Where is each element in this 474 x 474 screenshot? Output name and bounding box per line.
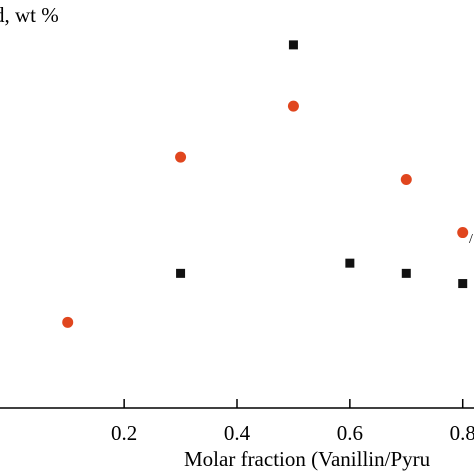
circle-point xyxy=(175,151,187,163)
circle-point xyxy=(457,227,469,239)
square-point xyxy=(458,279,468,289)
x-tick-label: 0.2 xyxy=(111,421,137,445)
x-tick-label: 0.6 xyxy=(337,421,363,445)
x-tick-label: 0.4 xyxy=(224,421,251,445)
x-ticks xyxy=(123,399,464,408)
square-point xyxy=(176,268,186,278)
x-tick-label: 0.8 xyxy=(450,421,474,445)
data-points xyxy=(62,40,469,328)
circle-point xyxy=(62,316,74,328)
edge-glyph: / xyxy=(469,232,473,247)
circle-point xyxy=(287,100,299,112)
square-point xyxy=(288,40,298,50)
square-point xyxy=(401,268,411,278)
square-point xyxy=(345,258,355,268)
x-axis-label: Molar fraction (Vanillin/Pyru xyxy=(184,447,431,471)
circle-point xyxy=(400,174,412,186)
y-axis-label: d, wt % xyxy=(0,3,59,27)
x-tick-labels: 0.2 0.4 0.6 0.8 xyxy=(111,421,474,445)
